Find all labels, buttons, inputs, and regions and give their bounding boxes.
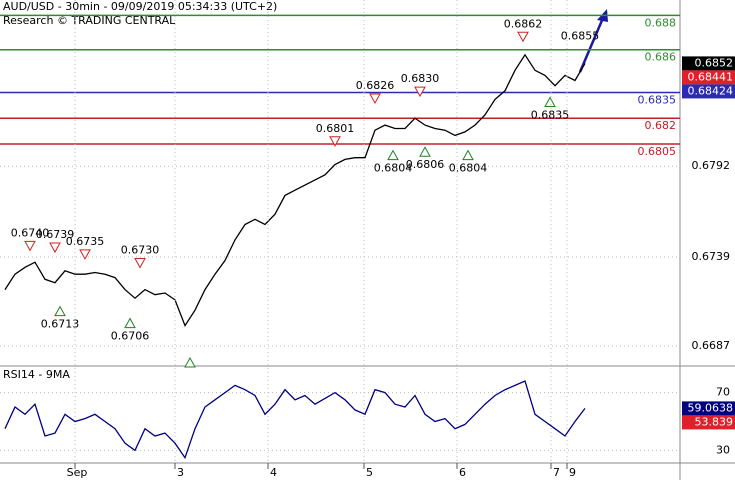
- price-tag: [682, 56, 735, 71]
- support-marker: [184, 356, 196, 368]
- price-tag: [682, 70, 735, 85]
- price-tag-label: 0.6852: [695, 56, 734, 69]
- annotation-label: 0.6706: [111, 330, 150, 343]
- annotation-label: 0.6835: [531, 109, 570, 122]
- annotation-label: 0.6740: [11, 226, 50, 239]
- resistance-marker: [79, 249, 91, 260]
- support-marker: [419, 146, 431, 157]
- y-tick-label: 0.6687: [692, 339, 731, 352]
- resistance-marker: [24, 240, 36, 252]
- annotation-label: 0.6739: [36, 228, 75, 241]
- x-tick-label: 7: [553, 466, 560, 479]
- chart-title: AUD/USD - 30min - 09/09/2019 05:34:33 (U…: [3, 0, 277, 13]
- price-tag: [682, 401, 735, 416]
- annotation-label: 0.6806: [406, 158, 445, 171]
- price-tag: [682, 415, 735, 430]
- support-marker: [124, 317, 136, 329]
- series-line: [4, 380, 586, 460]
- chart-subtitle: Research © TRADING CENTRAL: [3, 14, 176, 27]
- support-marker: [462, 149, 474, 161]
- annotation-label: 0.6862: [504, 17, 543, 30]
- annotation-label: 0.6713: [41, 318, 80, 331]
- x-tick-label: 5: [366, 466, 373, 479]
- resistance-marker: [369, 93, 381, 104]
- resistance-marker: [414, 86, 426, 98]
- resistance-marker: [517, 31, 529, 43]
- annotation-label: 0.6826: [356, 79, 395, 92]
- price-tag-label: 0.68441: [688, 70, 734, 83]
- forecast-arrow: [578, 17, 605, 73]
- annotation-label: 0.6801: [316, 122, 355, 135]
- level-label: 0.6835: [638, 94, 677, 107]
- support-marker: [54, 305, 66, 317]
- level-label: 0.6805: [638, 145, 677, 158]
- y-tick-label: 70: [716, 386, 730, 399]
- y-tick-label: 0.6739: [692, 250, 731, 263]
- resistance-marker: [49, 242, 61, 254]
- level-label: 0.688: [645, 16, 677, 29]
- support-marker: [387, 149, 399, 161]
- annotation-label: 0.6730: [121, 243, 160, 256]
- y-tick-label: 30: [716, 443, 730, 456]
- series-line: [4, 53, 586, 328]
- x-tick-label: Sep: [67, 466, 88, 479]
- x-tick-label: 9: [569, 466, 576, 479]
- y-tick-label: 0.6792: [692, 159, 731, 172]
- price-tag-label: 0.68424: [688, 84, 734, 97]
- price-tag: [682, 84, 735, 99]
- x-tick-label: 4: [270, 466, 277, 479]
- resistance-marker: [329, 136, 341, 147]
- x-tick-label: 3: [177, 466, 184, 479]
- support-marker: [544, 96, 556, 108]
- price-tag-label: 59.0638: [688, 401, 734, 414]
- annotation-label: 0.6804: [374, 162, 413, 175]
- resistance-marker: [134, 257, 146, 269]
- rsi-title: RSI14 - 9MA: [3, 368, 70, 381]
- price-tag-label: 53.839: [695, 415, 734, 428]
- level-label: 0.686: [645, 51, 677, 64]
- annotation-label: 0.6855: [561, 29, 600, 42]
- annotation-label: 0.6735: [66, 235, 105, 248]
- x-tick-label: 6: [459, 466, 466, 479]
- annotation-label: 0.6830: [401, 72, 440, 85]
- level-label: 0.682: [645, 119, 677, 132]
- annotation-label: 0.6804: [449, 162, 488, 175]
